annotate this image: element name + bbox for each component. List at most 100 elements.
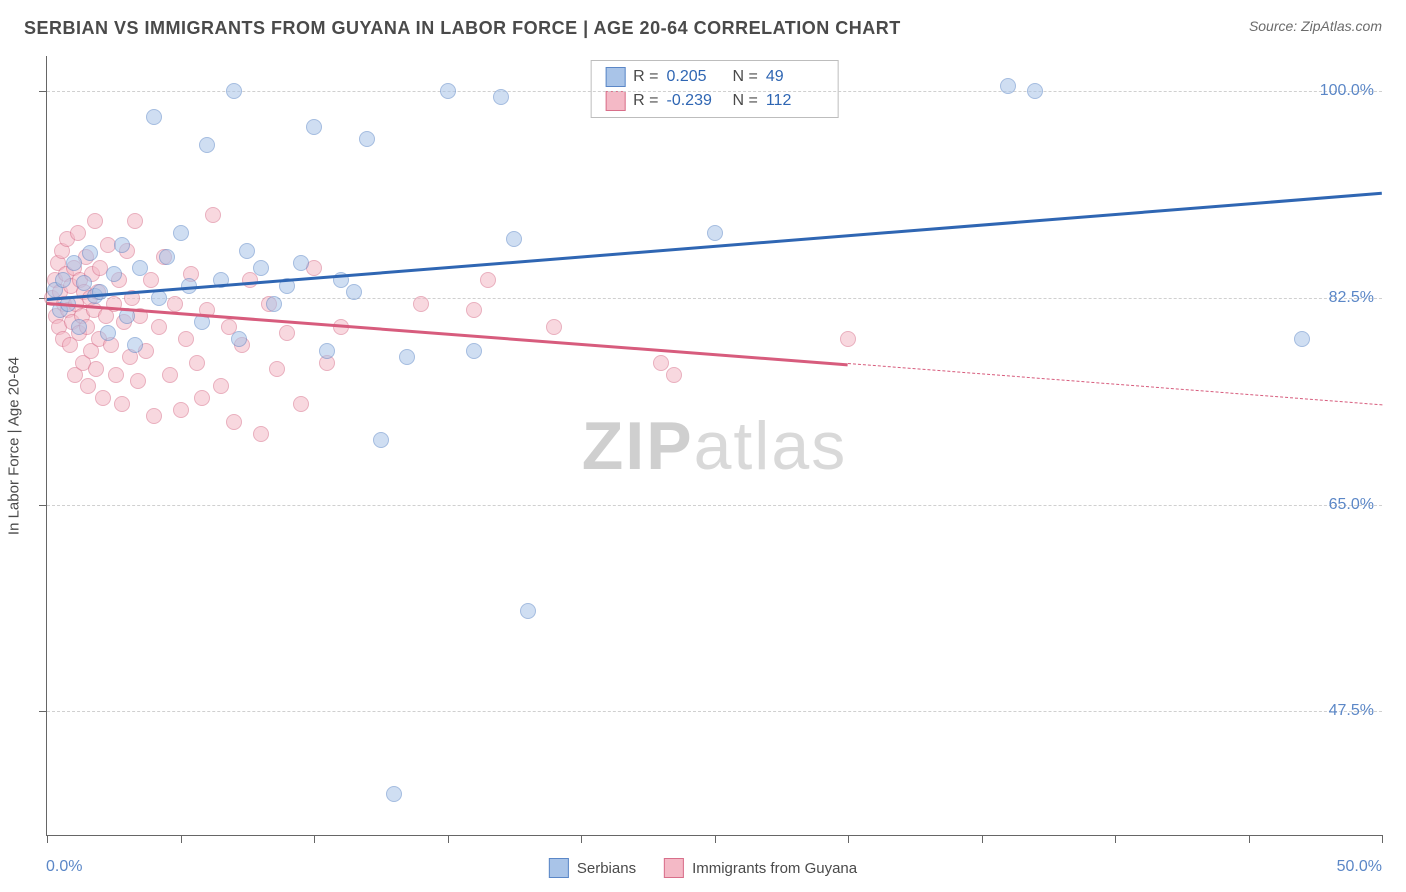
- x-tick: [848, 835, 849, 843]
- data-point: [146, 109, 162, 125]
- data-point: [213, 378, 229, 394]
- data-point: [71, 319, 87, 335]
- x-min-label: 0.0%: [46, 858, 82, 876]
- data-point: [466, 302, 482, 318]
- y-tick-label: 82.5%: [1329, 289, 1374, 307]
- data-point: [359, 131, 375, 147]
- legend: Serbians Immigrants from Guyana: [549, 858, 857, 878]
- data-point: [373, 432, 389, 448]
- data-point: [840, 331, 856, 347]
- data-point: [178, 331, 194, 347]
- chart-header: SERBIAN VS IMMIGRANTS FROM GUYANA IN LAB…: [0, 0, 1406, 47]
- data-point: [413, 296, 429, 312]
- data-point: [466, 343, 482, 359]
- data-point: [70, 225, 86, 241]
- data-point: [95, 390, 111, 406]
- data-point: [279, 325, 295, 341]
- data-point: [269, 361, 285, 377]
- data-point: [480, 272, 496, 288]
- scatter-chart: ZIPatlas R = 0.205 N = 49 R = -0.239 N = 112 47…: [46, 56, 1382, 836]
- stat-row: R = 0.205 N = 49: [591, 65, 838, 89]
- data-point: [127, 213, 143, 229]
- x-tick: [982, 835, 983, 843]
- data-point: [707, 225, 723, 241]
- y-tick-label: 47.5%: [1329, 702, 1374, 720]
- data-point: [253, 260, 269, 276]
- data-point: [231, 331, 247, 347]
- chart-title: SERBIAN VS IMMIGRANTS FROM GUYANA IN LAB…: [24, 18, 901, 39]
- data-point: [80, 378, 96, 394]
- r-label: R =: [633, 68, 658, 86]
- data-point: [108, 367, 124, 383]
- data-point: [506, 231, 522, 247]
- n-value: 112: [766, 92, 824, 110]
- n-label: N =: [733, 68, 758, 86]
- legend-label: Serbians: [577, 860, 636, 877]
- data-point: [173, 402, 189, 418]
- data-point: [520, 603, 536, 619]
- x-tick: [1115, 835, 1116, 843]
- r-value: 0.205: [667, 68, 725, 86]
- data-point: [162, 367, 178, 383]
- y-axis-label: In Labor Force | Age 20-64: [6, 357, 23, 535]
- series-swatch: [605, 91, 625, 111]
- legend-item: Serbians: [549, 858, 636, 878]
- data-point: [151, 319, 167, 335]
- watermark: ZIPatlas: [582, 407, 847, 485]
- data-point: [666, 367, 682, 383]
- data-point: [146, 408, 162, 424]
- data-point: [1294, 331, 1310, 347]
- x-tick: [47, 835, 48, 843]
- y-tick-label: 100.0%: [1320, 82, 1374, 100]
- data-point: [66, 255, 82, 271]
- data-point: [226, 414, 242, 430]
- data-point: [239, 243, 255, 259]
- data-point: [319, 343, 335, 359]
- x-tick: [181, 835, 182, 843]
- data-point: [92, 284, 108, 300]
- legend-swatch: [549, 858, 569, 878]
- n-label: N =: [733, 92, 758, 110]
- x-tick: [581, 835, 582, 843]
- y-tick: [39, 711, 47, 712]
- gridline: [47, 711, 1382, 712]
- data-point: [440, 83, 456, 99]
- data-point: [386, 786, 402, 802]
- x-tick: [1382, 835, 1383, 843]
- data-point: [100, 325, 116, 341]
- data-point: [226, 83, 242, 99]
- x-max-label: 50.0%: [1337, 858, 1382, 876]
- r-label: R =: [633, 92, 658, 110]
- data-point: [493, 89, 509, 105]
- data-point: [82, 245, 98, 261]
- r-value: -0.239: [667, 92, 725, 110]
- y-tick: [39, 91, 47, 92]
- data-point: [306, 119, 322, 135]
- data-point: [199, 137, 215, 153]
- legend-swatch: [664, 858, 684, 878]
- gridline: [47, 91, 1382, 92]
- y-tick-label: 65.0%: [1329, 496, 1374, 514]
- stat-row: R = -0.239 N = 112: [591, 89, 838, 113]
- legend-item: Immigrants from Guyana: [664, 858, 857, 878]
- gridline: [47, 505, 1382, 506]
- data-point: [114, 396, 130, 412]
- trend-line-extrapolated: [848, 363, 1382, 405]
- data-point: [293, 396, 309, 412]
- data-point: [55, 272, 71, 288]
- chart-source: Source: ZipAtlas.com: [1249, 18, 1382, 34]
- data-point: [194, 390, 210, 406]
- data-point: [167, 296, 183, 312]
- data-point: [151, 290, 167, 306]
- x-tick: [1249, 835, 1250, 843]
- data-point: [293, 255, 309, 271]
- data-point: [205, 207, 221, 223]
- data-point: [87, 213, 103, 229]
- trend-line: [47, 302, 848, 366]
- data-point: [1000, 78, 1016, 94]
- data-point: [346, 284, 362, 300]
- data-point: [143, 272, 159, 288]
- data-point: [253, 426, 269, 442]
- data-point: [130, 373, 146, 389]
- n-value: 49: [766, 68, 824, 86]
